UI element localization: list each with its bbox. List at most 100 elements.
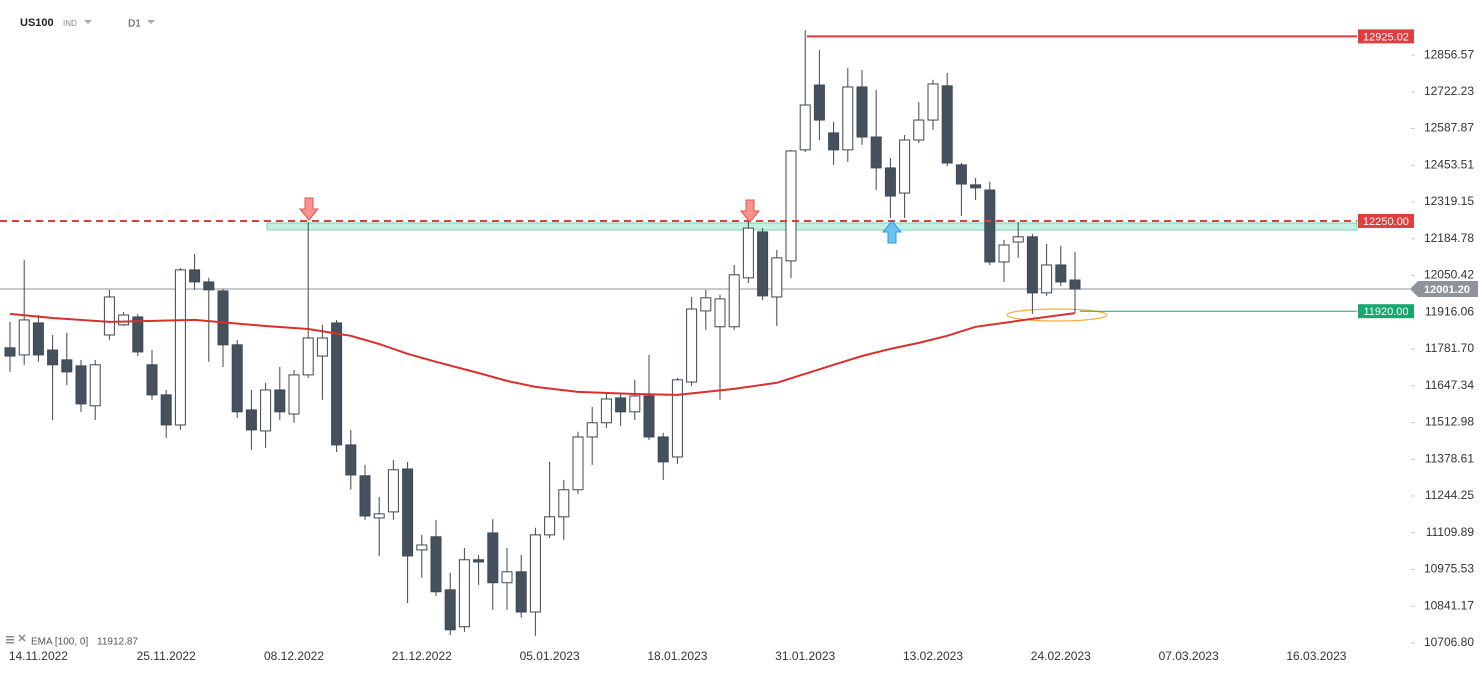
symbol[interactable]: US100	[20, 17, 54, 29]
candle-body	[103, 296, 115, 336]
highlight-ellipse	[1006, 308, 1108, 322]
candle-body	[61, 359, 73, 373]
legend-icon	[6, 639, 14, 641]
y-tick-label: 10706.80	[1424, 635, 1474, 649]
candle-body	[174, 269, 186, 426]
candle-body	[671, 379, 683, 458]
candle-body	[217, 290, 229, 346]
candle-body	[118, 314, 130, 326]
candle-body	[955, 164, 967, 185]
candle-body	[487, 532, 499, 584]
candle-body	[4, 347, 16, 357]
candle-body	[984, 189, 996, 263]
signal-arrow	[881, 220, 903, 244]
candle-body	[643, 395, 655, 438]
candle-body	[799, 104, 811, 151]
y-tick-label: 11916.06	[1425, 304, 1474, 318]
dropdown-caret[interactable]	[147, 20, 155, 24]
candle-body	[856, 86, 868, 138]
candle-body	[771, 257, 783, 298]
candle-body	[416, 544, 428, 551]
candle-body	[231, 344, 243, 413]
candle-body	[1041, 264, 1053, 294]
candle-body	[1069, 279, 1081, 290]
x-tick-label: 14.11.2022	[9, 649, 68, 663]
legend-icon	[6, 636, 14, 638]
price-tag	[1358, 213, 1414, 228]
candle-body	[160, 394, 172, 426]
candle-body	[189, 269, 201, 283]
candle-body	[430, 536, 442, 593]
signal-arrow	[298, 197, 320, 221]
candle-body	[18, 319, 30, 356]
y-tick-label: 11512.98	[1425, 415, 1474, 429]
candle-body	[501, 571, 513, 584]
timeframe[interactable]: D1	[128, 19, 141, 30]
support-zone	[266, 222, 1358, 231]
current-price-label: 12001.20	[1424, 284, 1470, 296]
y-tick-label: 11109.89	[1426, 525, 1475, 539]
candle-body	[316, 337, 328, 357]
x-tick-label: 24.02.2023	[1031, 649, 1091, 663]
candle-body	[714, 298, 726, 328]
candle-body	[629, 395, 641, 413]
candle-body	[529, 534, 541, 613]
candle-body	[260, 389, 272, 432]
candle-body	[913, 119, 925, 141]
x-tick-label: 08.12.2022	[264, 649, 324, 663]
x-tick-label: 18.01.2023	[647, 649, 707, 663]
candle-body	[657, 436, 669, 463]
candle-body	[700, 297, 712, 312]
candle-body	[32, 322, 44, 356]
candle-body	[203, 281, 215, 291]
y-tick-label: 11244.25	[1425, 488, 1474, 502]
price-tag	[1358, 304, 1414, 319]
y-tick-label: 11378.61	[1425, 451, 1474, 465]
y-tick-label: 12050.42	[1424, 268, 1474, 282]
candle-body	[600, 398, 612, 424]
price-tag-label: 12925.02	[1363, 31, 1409, 43]
candle-body	[870, 136, 882, 169]
candle-body	[686, 308, 698, 383]
signal-arrow	[739, 199, 761, 223]
y-tick-label: 11781.70	[1425, 341, 1474, 355]
candle-body	[1055, 264, 1067, 283]
legend-value: 11912.87	[97, 637, 138, 648]
x-tick-label: 05.01.2023	[520, 649, 580, 663]
candle-body	[572, 436, 584, 491]
instrument-type[interactable]: IND	[63, 19, 77, 28]
y-tick-label: 11647.34	[1425, 378, 1474, 392]
price-tag-label: 11920.00	[1363, 306, 1408, 318]
x-tick-label: 16.03.2023	[1286, 649, 1346, 663]
dropdown-caret[interactable]	[84, 20, 92, 24]
price-tag	[1358, 29, 1414, 44]
candle-body	[828, 132, 840, 151]
candle-body	[1026, 236, 1038, 294]
candle-body	[132, 316, 144, 353]
candle-body	[302, 337, 314, 376]
current-price-tag	[1410, 280, 1478, 297]
candle-body	[47, 349, 59, 366]
legend-close[interactable]	[18, 634, 26, 642]
legend-icon	[6, 642, 14, 644]
y-tick-label: 12722.23	[1424, 84, 1474, 98]
candle-body	[586, 422, 598, 438]
candle-body	[1012, 236, 1024, 243]
y-tick-label: 12184.78	[1424, 231, 1474, 245]
x-tick-label: 13.02.2023	[903, 649, 963, 663]
x-tick-label: 21.12.2022	[392, 649, 452, 663]
y-tick-label: 12453.51	[1424, 157, 1474, 171]
candle-body	[89, 364, 101, 407]
candle-body	[274, 389, 286, 413]
candle-body	[615, 397, 627, 413]
candle-body	[345, 444, 357, 476]
candle-body	[387, 469, 399, 513]
x-tick-label: 25.11.2022	[137, 649, 196, 663]
ema-line	[9, 312, 1076, 396]
candle-body	[245, 409, 257, 431]
candle-body	[899, 139, 911, 194]
candle-body	[842, 86, 854, 151]
candle-body	[444, 589, 456, 631]
candle-body	[558, 489, 570, 518]
legend-name: EMA [100, 0]	[31, 637, 88, 648]
